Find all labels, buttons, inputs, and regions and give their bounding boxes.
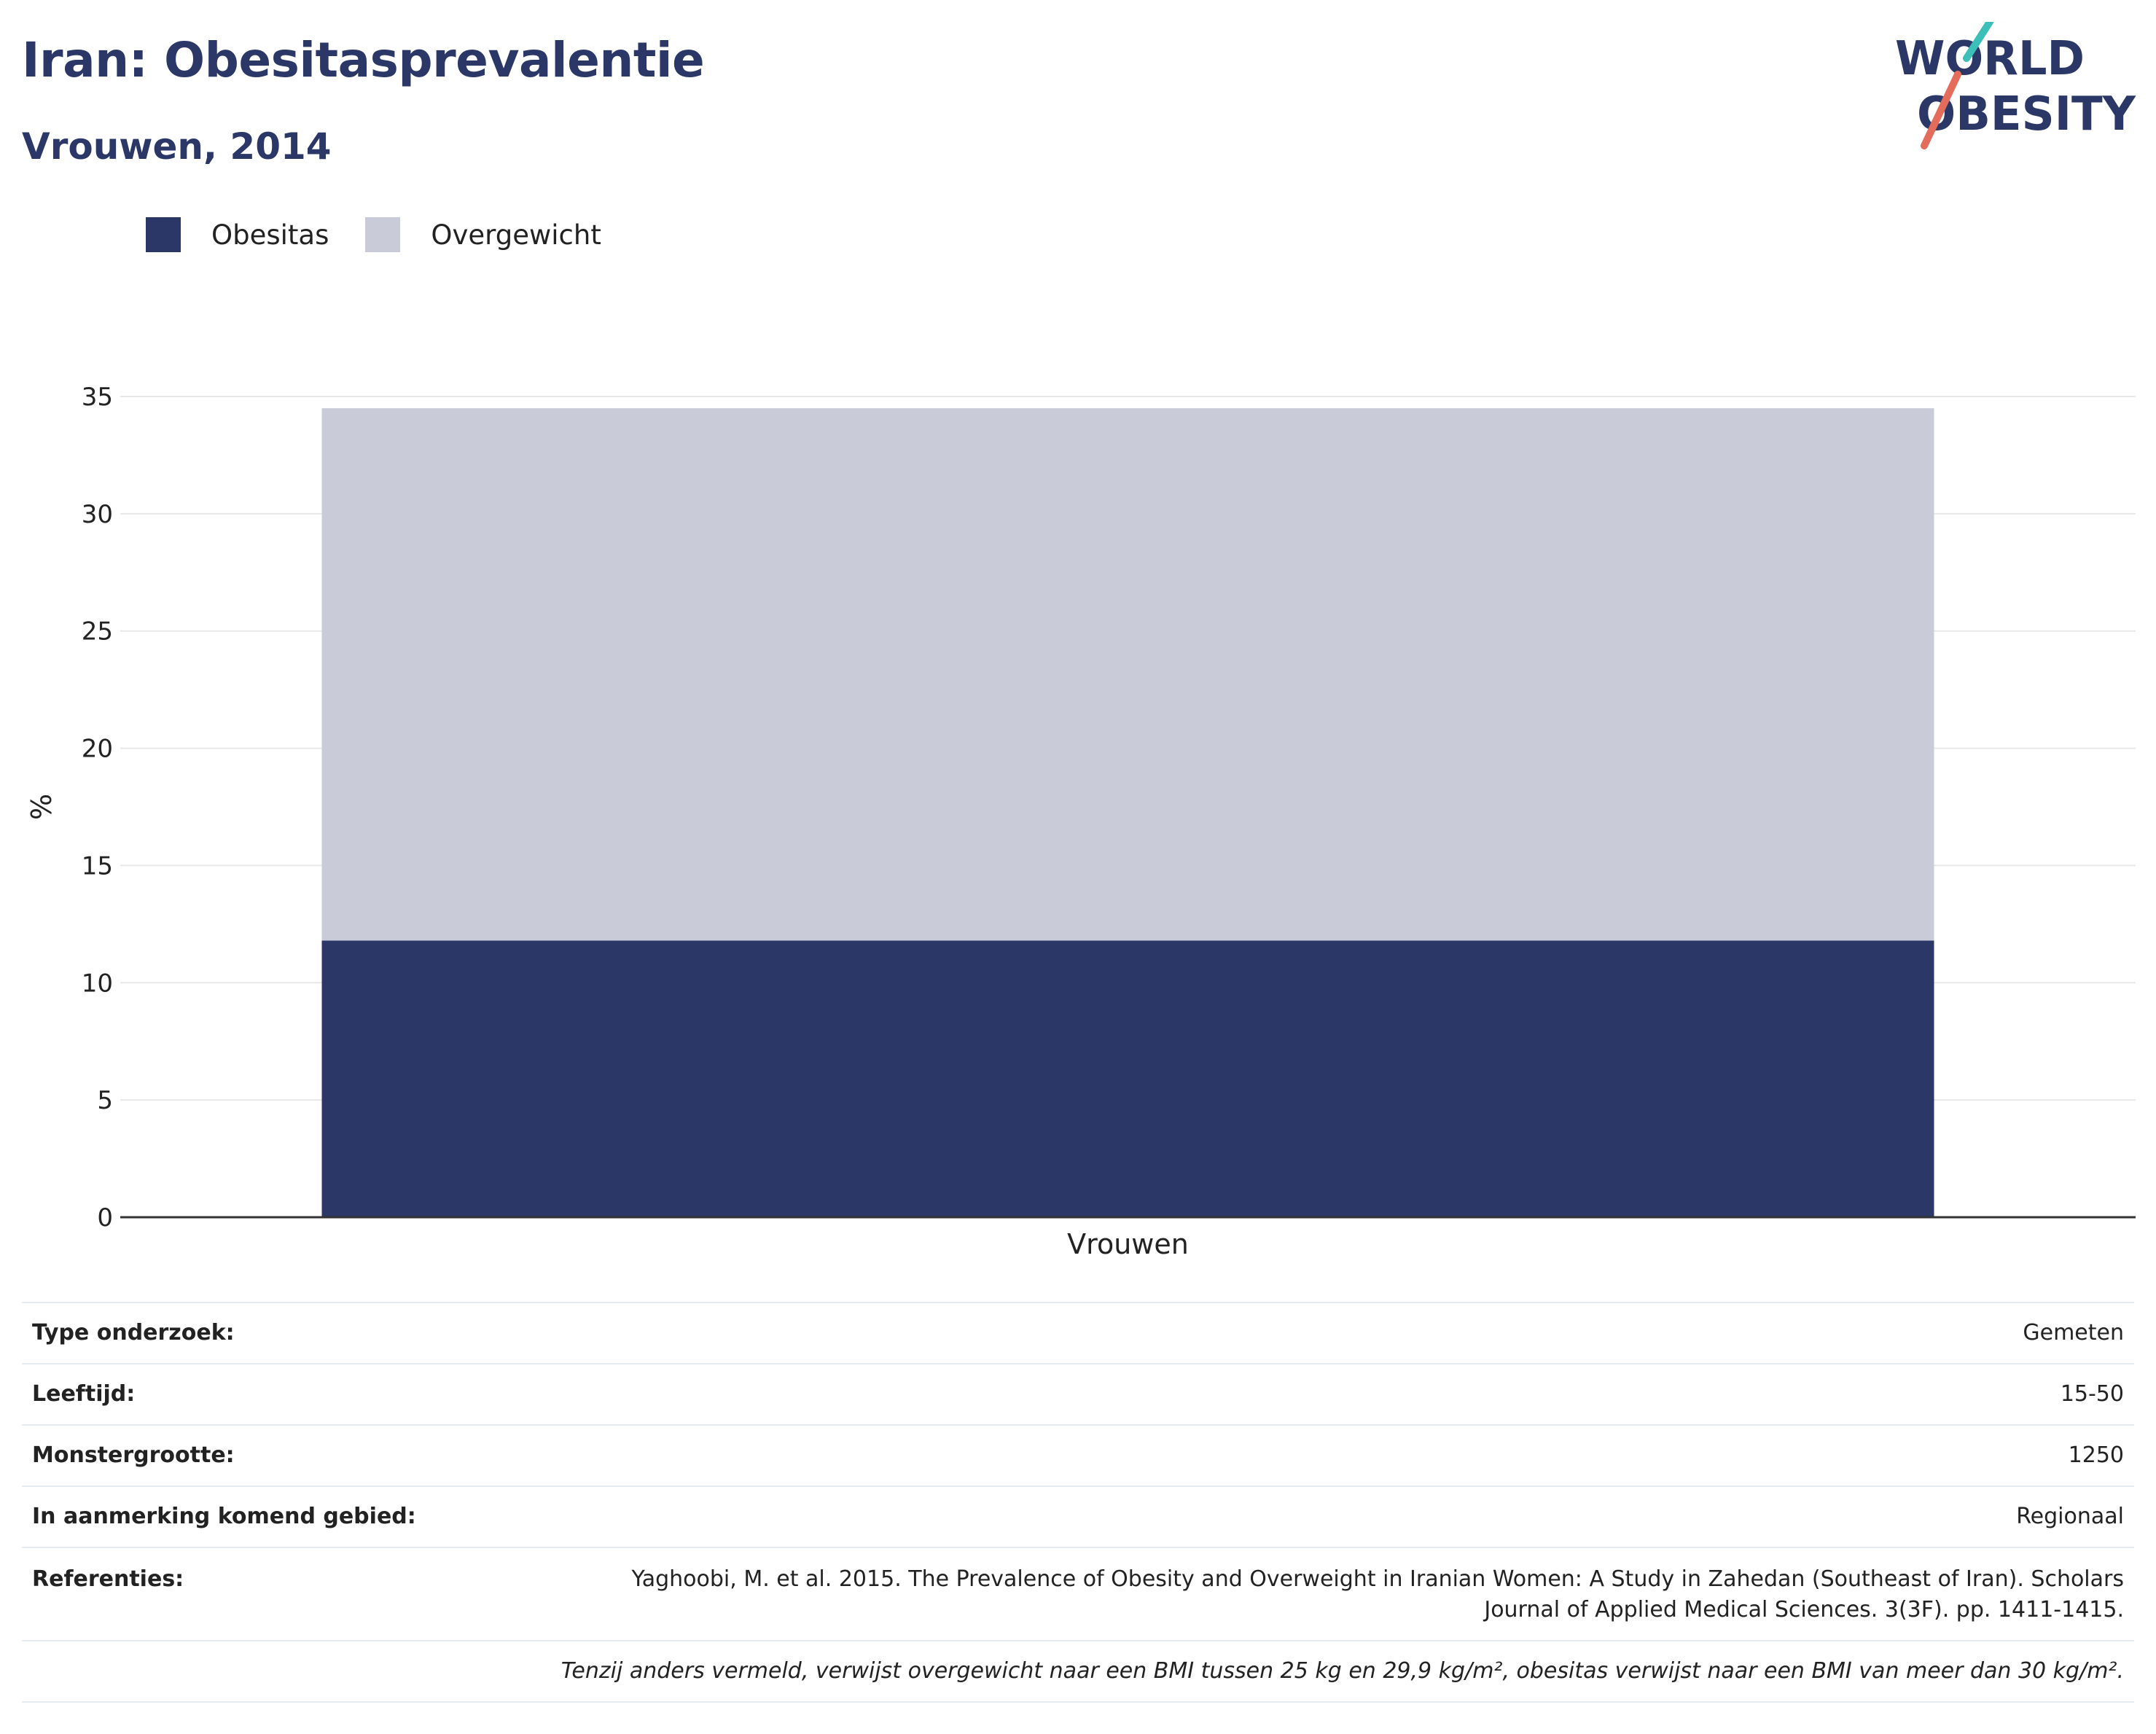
legend-swatch-obesitas: [146, 217, 181, 252]
info-value: 1250: [552, 1424, 2134, 1486]
page-title: Iran: Obesitasprevalentie: [22, 32, 705, 88]
info-row-area: In aanmerking komend gebied: Regionaal: [22, 1485, 2134, 1547]
info-value: 15-50: [552, 1363, 2134, 1425]
legend-label-overgewicht: Overgewicht: [431, 219, 601, 251]
info-row-note: Tenzij anders vermeld, verwijst overgewi…: [22, 1640, 2134, 1703]
reference-line: Yaghoobi, M. et al. 2015. The Prevalence…: [631, 1566, 2124, 1592]
legend-label-obesitas: Obesitas: [211, 219, 329, 251]
bmi-definition-note: Tenzij anders vermeld, verwijst overgewi…: [22, 1640, 2134, 1703]
world-obesity-logo: WORLD OBESITY: [1895, 22, 2136, 149]
y-tick-label: 0: [97, 1203, 113, 1233]
logo-slash-top: [1963, 22, 1993, 62]
y-tick-label: 15: [82, 851, 113, 880]
legend-item-overgewicht[interactable]: Overgewicht: [365, 217, 601, 252]
reference-line: Journal of Applied Medical Sciences. 3(3…: [1484, 1597, 2124, 1622]
bar-segment-obesitas: [321, 940, 1934, 1217]
legend-item-obesitas[interactable]: Obesitas: [146, 217, 329, 252]
chart-legend: Obesitas Overgewicht: [146, 217, 638, 252]
logo-text-obesity: OBESITY: [1917, 87, 2136, 141]
info-key: In aanmerking komend gebied:: [22, 1485, 552, 1547]
reference-text: Yaghoobi, M. et al. 2015. The Prevalence…: [552, 1547, 2134, 1641]
y-tick-label: 25: [82, 617, 113, 647]
bar-segment-overgewicht: [321, 408, 1934, 941]
info-key: Type onderzoek:: [22, 1302, 552, 1364]
info-key: Leeftijd:: [22, 1363, 552, 1425]
y-axis-label: %: [26, 794, 58, 820]
study-info-table: Type onderzoek: Gemeten Leeftijd: 15-50 …: [22, 1302, 2134, 1703]
y-tick-label: 35: [82, 383, 113, 412]
stacked-bar-chart: 0 5 10 15 20 25 30 35% Vrouwen: [26, 383, 2136, 1260]
x-tick-label: Vrouwen: [1067, 1228, 1189, 1260]
y-tick-label: 10: [82, 969, 113, 998]
page-subtitle: Vrouwen, 2014: [22, 125, 332, 168]
info-row-type: Type onderzoek: Gemeten: [22, 1302, 2134, 1364]
y-tick-label: 5: [97, 1086, 113, 1115]
info-value: Regionaal: [552, 1485, 2134, 1547]
info-row-age: Leeftijd: 15-50: [22, 1363, 2134, 1425]
y-tick-label: 20: [82, 735, 113, 764]
info-row-sample-size: Monstergrootte: 1250: [22, 1424, 2134, 1486]
logo-text-world: WORLD: [1895, 32, 2085, 86]
info-row-references: Referenties: Yaghoobi, M. et al. 2015. T…: [22, 1547, 2134, 1641]
y-tick-label: 30: [82, 500, 113, 529]
info-key: Monstergrootte:: [22, 1424, 552, 1486]
legend-swatch-overgewicht: [365, 217, 401, 252]
info-value: Gemeten: [552, 1302, 2134, 1364]
info-key: Referenties:: [22, 1547, 552, 1641]
logo-slash-bottom: [1921, 71, 1961, 149]
